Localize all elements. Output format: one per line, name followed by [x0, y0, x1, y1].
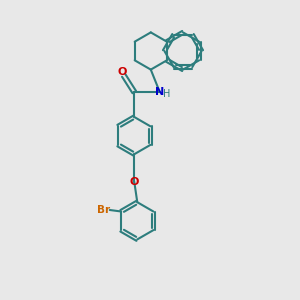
Text: H: H	[163, 89, 170, 99]
Text: O: O	[130, 177, 139, 187]
Text: O: O	[118, 67, 127, 77]
Text: Br: Br	[97, 205, 110, 215]
Text: N: N	[155, 87, 164, 97]
